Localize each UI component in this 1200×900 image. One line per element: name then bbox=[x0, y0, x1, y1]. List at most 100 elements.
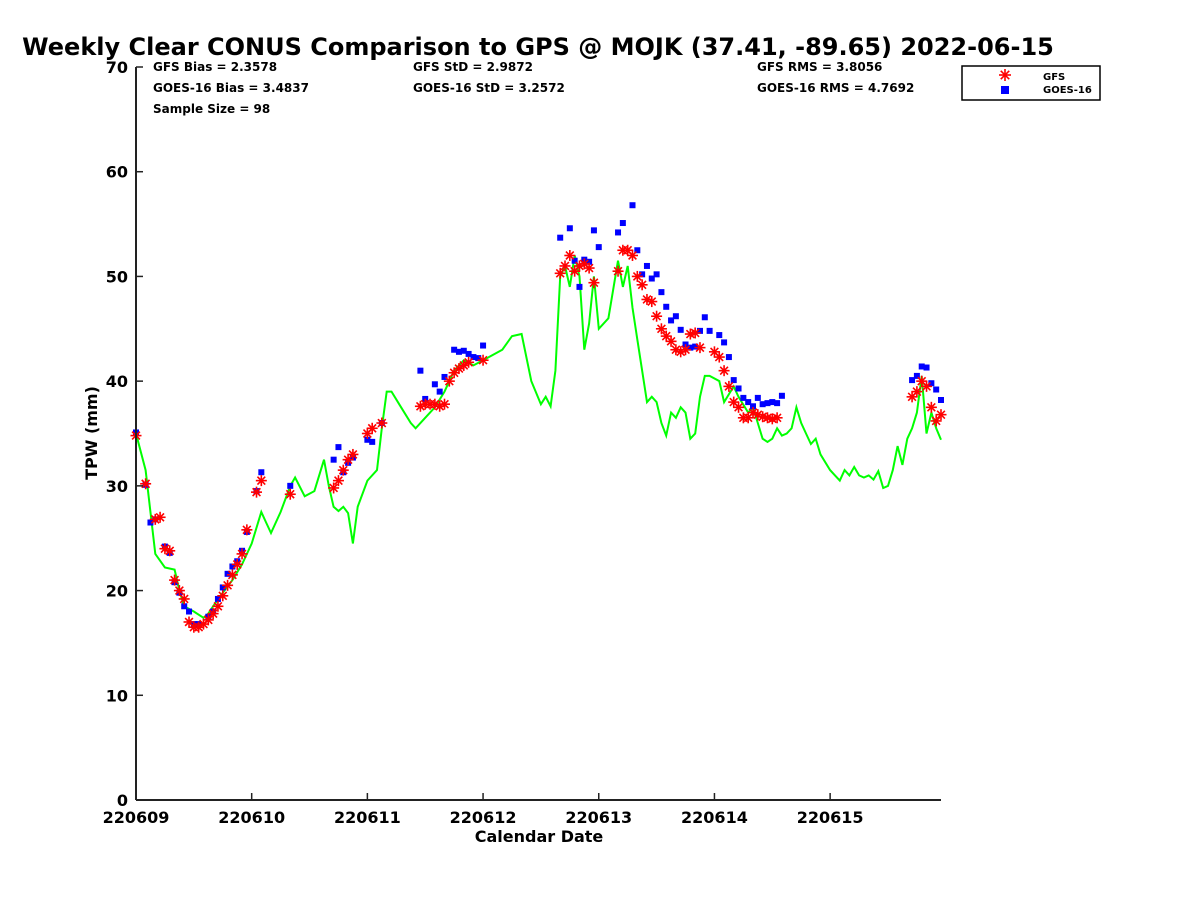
goes-point bbox=[764, 400, 771, 407]
gfs-point bbox=[173, 585, 185, 597]
goes-point bbox=[595, 244, 602, 251]
goes-point bbox=[668, 317, 675, 324]
gfs-point bbox=[771, 412, 783, 424]
goes-point bbox=[335, 444, 342, 451]
y-axis-label: TPW (mm) bbox=[82, 386, 101, 480]
gfs-point bbox=[626, 249, 638, 261]
gfs-point bbox=[718, 365, 730, 377]
goes-point bbox=[465, 350, 472, 357]
goes-point bbox=[460, 347, 467, 354]
gfs-point bbox=[646, 296, 658, 308]
goes-point bbox=[619, 220, 626, 227]
gfs-point bbox=[665, 335, 677, 347]
goes-point bbox=[214, 595, 221, 602]
goes-point bbox=[417, 367, 424, 374]
sample-size-text: Sample Size = 98 bbox=[153, 102, 270, 116]
gfs-point bbox=[655, 323, 667, 335]
gfs-point bbox=[559, 260, 571, 272]
x-axis-label: Calendar Date bbox=[475, 827, 604, 846]
goes-point bbox=[740, 394, 747, 401]
gfs-point bbox=[694, 342, 706, 354]
gfs-point bbox=[328, 482, 340, 494]
x-tick-label: 220612 bbox=[450, 808, 517, 827]
y-tick-label: 40 bbox=[106, 372, 128, 391]
legend-goes-marker bbox=[1001, 86, 1009, 94]
gfs-point bbox=[217, 590, 229, 602]
goes-point bbox=[566, 225, 573, 232]
gfs-point bbox=[921, 380, 933, 392]
gfs-point bbox=[236, 548, 248, 560]
goes-point bbox=[224, 570, 231, 577]
goes-bias-text: GOES-16 Bias = 3.4837 bbox=[153, 81, 309, 95]
goes-point bbox=[590, 227, 597, 234]
gfs-point bbox=[554, 267, 566, 279]
goes-point bbox=[648, 275, 655, 282]
goes-point bbox=[369, 438, 376, 445]
gfs-point bbox=[463, 356, 475, 368]
gfs-point bbox=[925, 401, 937, 413]
goes-point bbox=[451, 346, 458, 353]
gfs-point bbox=[164, 545, 176, 557]
gfs-point bbox=[583, 262, 595, 274]
goes-point bbox=[745, 399, 752, 406]
goes-point bbox=[219, 584, 226, 591]
goes-point bbox=[571, 257, 578, 264]
chart-title: Weekly Clear CONUS Comparison to GPS @ M… bbox=[22, 33, 1054, 61]
goes-point bbox=[692, 343, 699, 350]
gfs-point bbox=[651, 310, 663, 322]
y-tick-label: 60 bbox=[106, 163, 128, 182]
gfs-point bbox=[255, 475, 267, 487]
gfs-point bbox=[347, 448, 359, 460]
goes-point bbox=[186, 608, 193, 615]
goes-point bbox=[480, 342, 487, 349]
gfs-point bbox=[723, 380, 735, 392]
goes-point bbox=[778, 392, 785, 399]
goes-point bbox=[470, 354, 477, 361]
goes-point bbox=[181, 603, 188, 610]
legend: GFS GOES-16 bbox=[961, 65, 1101, 101]
gfs-point bbox=[439, 398, 451, 410]
goes-point bbox=[721, 339, 728, 346]
legend-box bbox=[961, 65, 1101, 101]
goes-point bbox=[933, 386, 940, 393]
plot-area bbox=[136, 67, 941, 800]
goes-point bbox=[629, 202, 636, 209]
gfs-point bbox=[641, 293, 653, 305]
goes-point bbox=[716, 332, 723, 339]
goes-point bbox=[730, 377, 737, 384]
gfs-point bbox=[443, 375, 455, 387]
goes-point bbox=[586, 258, 593, 265]
goes-point bbox=[754, 394, 761, 401]
y-tick-label: 50 bbox=[106, 267, 128, 286]
legend-gfs-marker bbox=[999, 69, 1011, 81]
goes-point bbox=[672, 313, 679, 320]
goes-rms-text: GOES-16 RMS = 4.7692 bbox=[757, 81, 914, 95]
gfs-point bbox=[337, 464, 349, 476]
axes bbox=[135, 67, 941, 801]
y-tick-label: 30 bbox=[106, 477, 128, 496]
gfs-point bbox=[906, 391, 918, 403]
goes-point bbox=[677, 326, 684, 333]
gfs-bias-text: GFS Bias = 2.3578 bbox=[153, 60, 277, 74]
ticks: 0 10 20 30 40 50 60 70 220609 220610 220611 220612 2… bbox=[103, 58, 864, 827]
goes-point bbox=[774, 400, 781, 407]
gfs-point bbox=[713, 351, 725, 363]
x-tick-label: 220611 bbox=[334, 808, 401, 827]
gfs-point bbox=[636, 279, 648, 291]
stats-block: GFS Bias = 2.3578 GFS StD = 2.9872 GFS R… bbox=[153, 60, 914, 116]
goes-point bbox=[287, 482, 294, 489]
goes-point bbox=[576, 283, 583, 290]
goes-point bbox=[750, 403, 757, 410]
gfs-std-text: GFS StD = 2.9872 bbox=[413, 60, 533, 74]
goes-point bbox=[923, 364, 930, 371]
gfs-point bbox=[930, 415, 942, 427]
goes-point bbox=[938, 396, 944, 403]
goes-point bbox=[147, 519, 154, 526]
y-tick-label: 20 bbox=[106, 582, 128, 601]
x-tick-label: 220613 bbox=[565, 808, 632, 827]
goes-point bbox=[725, 354, 732, 361]
x-tick-label: 220610 bbox=[218, 808, 285, 827]
gfs-point bbox=[733, 401, 745, 413]
legend-gfs-label: GFS bbox=[1043, 72, 1065, 83]
goes-point bbox=[441, 373, 448, 380]
